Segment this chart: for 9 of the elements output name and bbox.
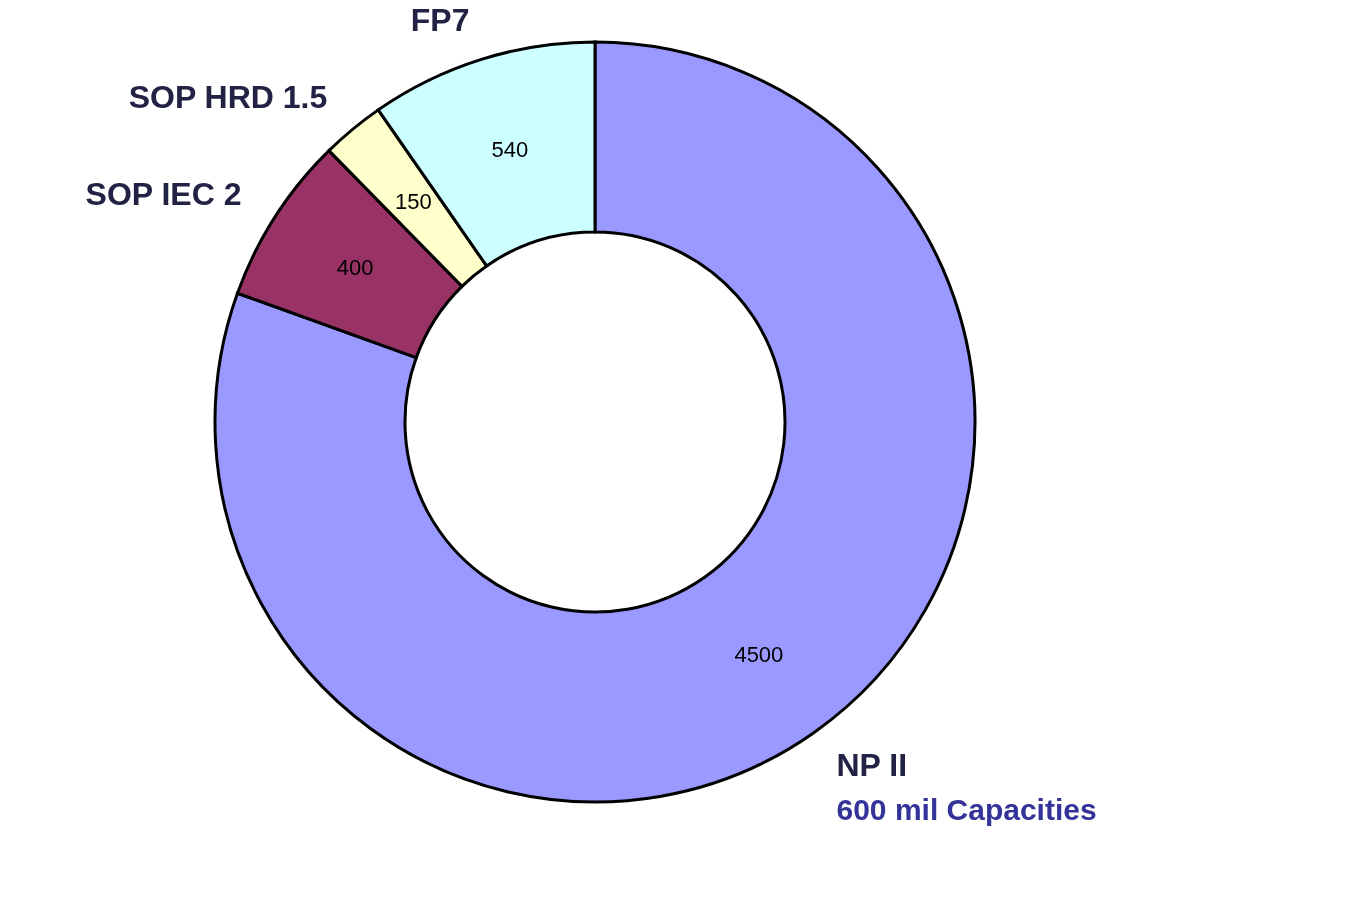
data-label: 400 (336, 255, 374, 281)
slice-label: SOP IEC 2 (85, 176, 242, 213)
slice-label: FP7 (410, 2, 470, 39)
data-label: 540 (491, 137, 529, 163)
data-label: 4500 (734, 642, 784, 668)
data-label: 150 (394, 189, 432, 215)
text: 600 mil Capacities (836, 792, 1097, 826)
slice-label: SOP HRD 1.5 (128, 79, 328, 116)
slice-label: NP II (836, 746, 908, 783)
